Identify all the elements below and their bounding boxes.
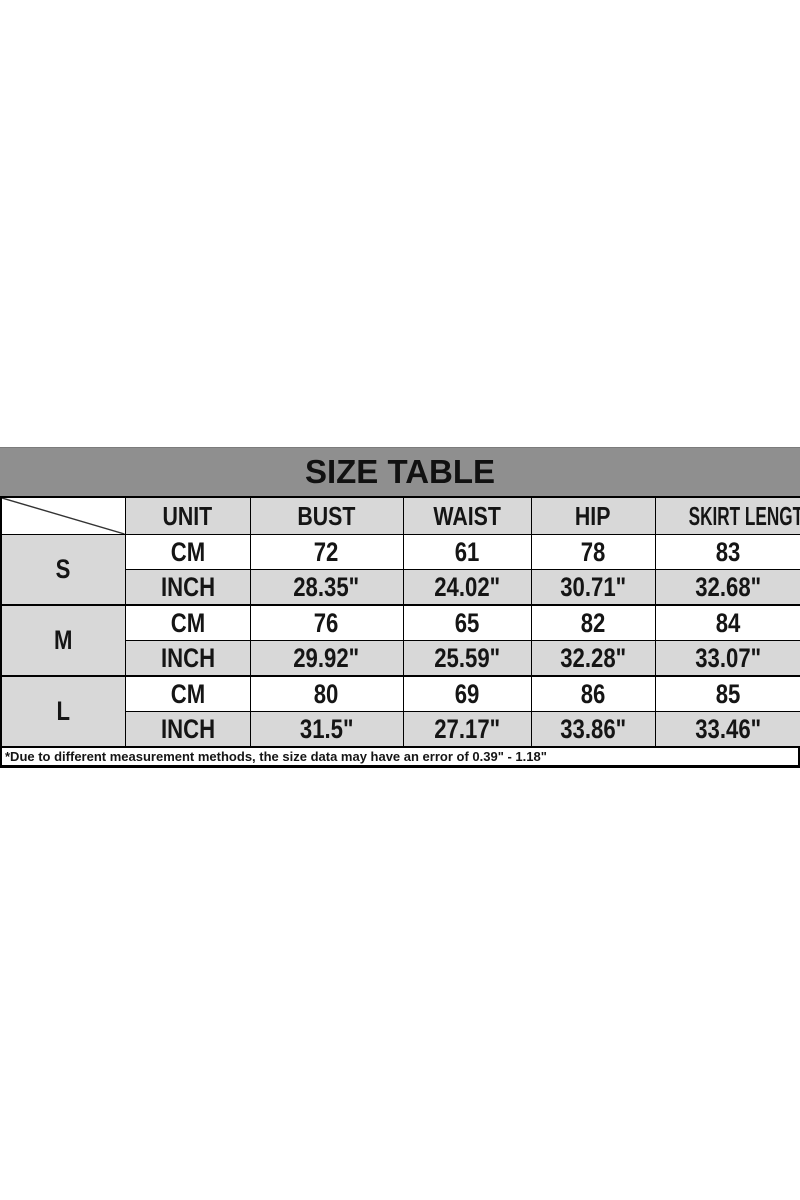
size-table-container: SIZE TABLE UNIT BUST [0, 447, 800, 768]
value-cell-s-cm-waist: 61 [402, 534, 532, 570]
unit-cell: CM [124, 534, 251, 570]
value-cell-s-cm-skirt: 83 [654, 534, 800, 570]
value-cell-l-inch-skirt: 33.46" [654, 711, 800, 748]
size-table: UNIT BUST WAIST HIP SKIRT LENGTH S CM 72… [0, 496, 800, 748]
size-table-title-bar: SIZE TABLE [0, 447, 800, 496]
row-s-inch: INCH 28.35" 24.02" 30.71" 32.68" [1, 569, 800, 606]
value-cell-s-inch-hip: 30.71" [530, 569, 656, 606]
value-cell-m-cm-waist: 65 [402, 604, 532, 641]
value-cell-m-inch-waist: 25.59" [402, 640, 532, 677]
unit-cell: CM [124, 604, 251, 641]
column-header-waist: WAIST [402, 496, 532, 535]
size-cell-l: L [0, 675, 126, 748]
value-cell-s-cm-bust: 72 [249, 534, 404, 570]
value-cell-m-cm-bust: 76 [249, 604, 404, 641]
diagonal-line [2, 498, 125, 534]
row-m-inch: INCH 29.92" 25.59" 32.28" 33.07" [1, 640, 800, 677]
value-cell-l-cm-skirt: 85 [654, 675, 800, 712]
value-cell-s-inch-bust: 28.35" [249, 569, 404, 606]
diagonal-header-cell [0, 496, 126, 535]
size-table-title: SIZE TABLE [304, 453, 496, 490]
value-cell-l-inch-bust: 31.5" [249, 711, 404, 748]
row-s-cm: S CM 72 61 78 83 [0, 534, 800, 606]
unit-cell: CM [124, 675, 251, 712]
size-cell-m: M [0, 604, 126, 677]
column-header-unit: UNIT [124, 496, 251, 535]
value-cell-l-cm-waist: 69 [402, 675, 532, 712]
size-cell-s: S [0, 534, 126, 606]
header-row: UNIT BUST WAIST HIP SKIRT LENGTH [0, 496, 800, 535]
unit-cell: INCH [124, 569, 251, 606]
value-cell-s-inch-skirt: 32.68" [654, 569, 800, 606]
footnote-text: *Due to different measurement methods, t… [5, 749, 547, 764]
value-cell-m-inch-skirt: 33.07" [654, 640, 800, 677]
row-l-inch: INCH 31.5" 27.17" 33.86" 33.46" [1, 711, 800, 748]
value-cell-l-cm-hip: 86 [530, 675, 656, 712]
column-header-hip: HIP [530, 496, 656, 535]
value-cell-l-cm-bust: 80 [249, 675, 404, 712]
measurement-error-footnote: *Due to different measurement methods, t… [0, 748, 800, 768]
value-cell-l-inch-waist: 27.17" [402, 711, 532, 748]
value-cell-s-cm-hip: 78 [530, 534, 656, 570]
row-m-cm: M CM 76 65 82 84 [0, 604, 800, 677]
value-cell-m-cm-hip: 82 [530, 604, 656, 641]
unit-cell: INCH [124, 640, 251, 677]
value-cell-m-inch-bust: 29.92" [249, 640, 404, 677]
column-header-skirt-length: SKIRT LENGTH [654, 496, 800, 535]
value-cell-l-inch-hip: 33.86" [530, 711, 656, 748]
value-cell-m-inch-hip: 32.28" [530, 640, 656, 677]
column-header-bust: BUST [249, 496, 404, 535]
value-cell-m-cm-skirt: 84 [654, 604, 800, 641]
row-l-cm: L CM 80 69 86 85 [0, 675, 800, 748]
value-cell-s-inch-waist: 24.02" [402, 569, 532, 606]
unit-cell: INCH [124, 711, 251, 748]
